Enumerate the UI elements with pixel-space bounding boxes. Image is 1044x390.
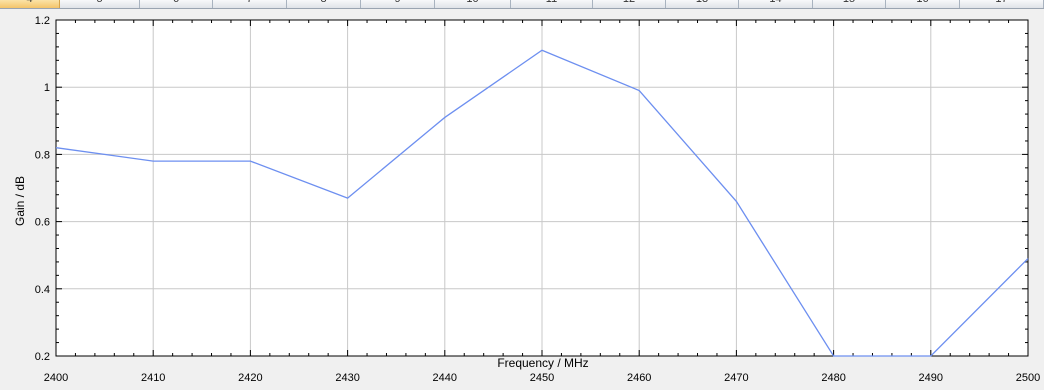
column-header-label: 4: [26, 0, 32, 5]
column-header-5[interactable]: 5: [60, 0, 140, 8]
y-tick-label: 0.6: [35, 217, 50, 229]
column-header-label: 8: [320, 0, 326, 5]
column-header-label: 9: [394, 0, 400, 5]
column-header-label: 13: [696, 0, 708, 5]
column-header-label: 17: [995, 0, 1007, 5]
y-tick-label: 0.2: [35, 351, 50, 363]
tick-labels: 2400 2410 2420 2430 2440 2450 2460 2470 2480 2490…: [35, 15, 1041, 384]
x-tick-label: 2430: [335, 372, 359, 384]
y-tick-label: 1.2: [35, 15, 50, 27]
x-axis-title: Frequency / MHz: [497, 356, 588, 370]
column-header-9[interactable]: 9: [361, 0, 435, 8]
x-tick-label: 2420: [238, 372, 262, 384]
x-tick-label: 2470: [724, 372, 748, 384]
y-tick-label: 1: [44, 82, 50, 94]
x-tick-label: 2450: [530, 372, 554, 384]
column-header-label: 11: [546, 0, 557, 5]
series-layer: [55, 49, 1029, 357]
x-tick-label: 2440: [433, 372, 457, 384]
column-header-label: 10: [466, 0, 478, 5]
y-tick-label: 0.8: [35, 149, 50, 161]
y-tick-label: 0.4: [35, 284, 50, 296]
column-header-label: 5: [96, 0, 102, 5]
column-header-label: 14: [769, 0, 781, 5]
column-header-label: 16: [916, 0, 928, 5]
y-axis-title: Gain / dB: [13, 176, 27, 226]
column-header-16[interactable]: 16: [886, 0, 960, 8]
x-tick-label: 2410: [141, 372, 165, 384]
column-header-13[interactable]: 13: [666, 0, 739, 8]
x-tick-label: 2480: [821, 372, 845, 384]
x-tick-label: 2400: [44, 372, 68, 384]
x-tick-label: 2460: [627, 372, 651, 384]
spreadsheet-column-header: 4 5 6 7 8 9 10 11 12 13 14 15 16 17: [0, 0, 1044, 9]
gain-frequency-chart: 2400 2410 2420 2430 2440 2450 2460 2470 2480 2490…: [13, 15, 1041, 384]
column-header-4[interactable]: 4: [0, 0, 60, 8]
column-header-7[interactable]: 7: [213, 0, 287, 8]
x-tick-label: 2490: [919, 372, 943, 384]
x-tick-label: 2500: [1016, 372, 1040, 384]
axis-ticks: [55, 19, 1029, 357]
column-header-6[interactable]: 6: [140, 0, 213, 8]
column-header-14[interactable]: 14: [739, 0, 813, 8]
column-header-label: 6: [173, 0, 179, 5]
column-header-17[interactable]: 17: [960, 0, 1044, 8]
column-header-label: 12: [623, 0, 635, 5]
column-header-label: 7: [246, 0, 252, 5]
column-header-11[interactable]: 11: [511, 0, 593, 8]
column-header-15[interactable]: 15: [813, 0, 886, 8]
column-header-label: 15: [843, 0, 855, 5]
column-header-8[interactable]: 8: [287, 0, 361, 8]
series-line: [55, 49, 1029, 357]
column-header-12[interactable]: 12: [593, 0, 666, 8]
column-header-10[interactable]: 10: [435, 0, 511, 8]
